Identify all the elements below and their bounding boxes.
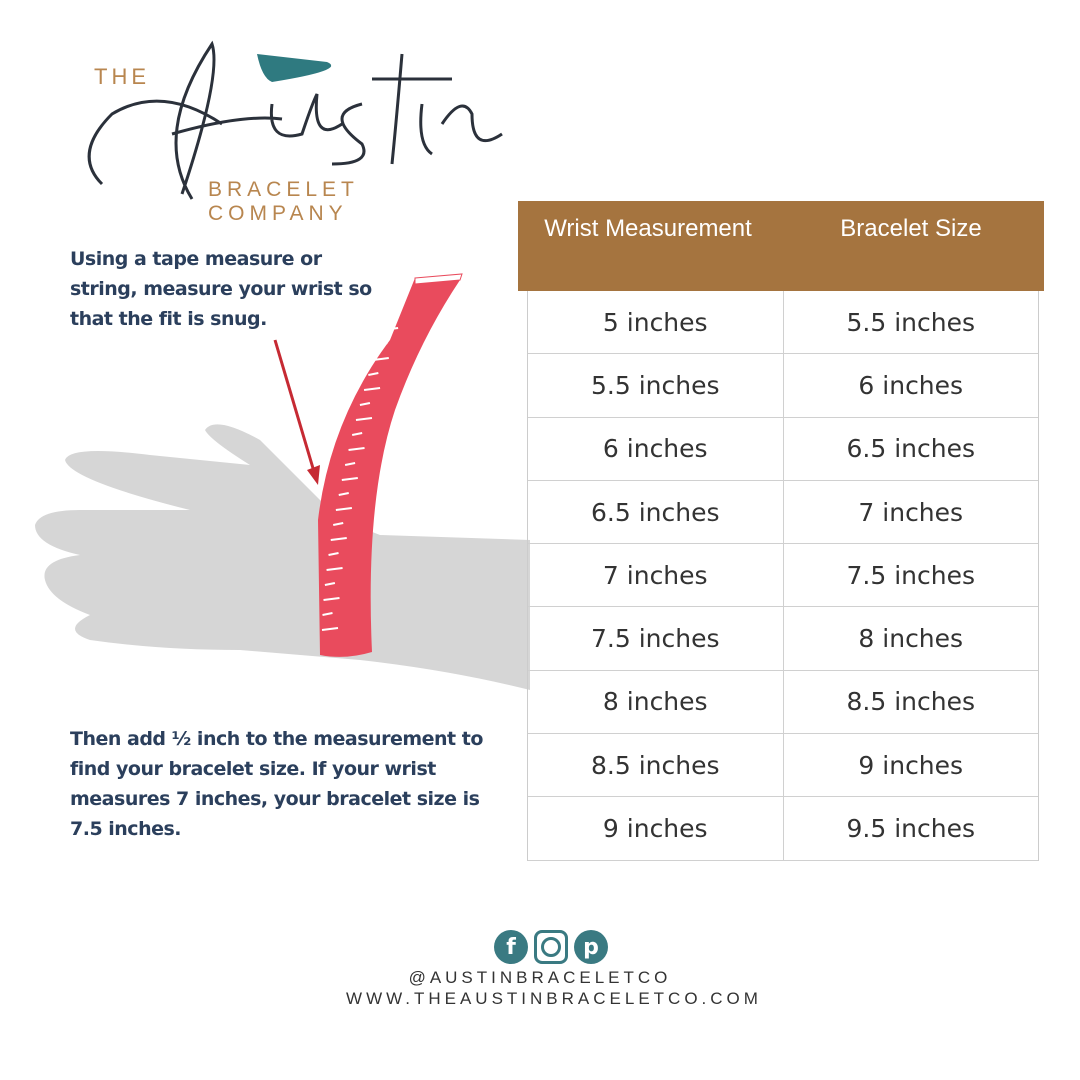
table-row: 7 inches 7.5 inches xyxy=(528,544,1038,608)
logo-script xyxy=(87,40,503,200)
tape-tick xyxy=(330,537,347,541)
wrist-cell: 7 inches xyxy=(528,544,784,607)
tape-tick xyxy=(363,387,381,391)
tape-tick xyxy=(333,522,344,526)
wrist-cell: 6.5 inches xyxy=(528,480,784,544)
social-handle[interactable]: @AUSTINBRACELETCO xyxy=(408,968,672,987)
bracelet-cell: 7 inches xyxy=(858,497,964,527)
logo-subtitle: BRACELET COMPANY xyxy=(208,178,359,225)
tape-tick xyxy=(321,627,339,631)
size-table-header: Wrist Measurement Bracelet Size xyxy=(518,201,1044,291)
social-links: f p xyxy=(494,930,608,964)
table-row: 8 inches 8.5 inches xyxy=(528,670,1038,735)
wrist-cell: 9 inches xyxy=(528,797,784,860)
tape-tick xyxy=(328,552,339,556)
table-row: 5.5 inches 6 inches xyxy=(528,354,1038,418)
tape-tick xyxy=(368,372,379,376)
tape-measure xyxy=(318,278,460,657)
tape-tick xyxy=(341,477,358,481)
pinterest-icon[interactable]: p xyxy=(574,930,608,964)
table-row: 9 inches 9.5 inches xyxy=(528,797,1038,861)
tape-tick xyxy=(377,342,388,346)
table-row: 6.5 inches 7 inches xyxy=(528,480,1038,545)
tape-tick xyxy=(355,417,373,421)
table-row: 6 inches 6.5 inches xyxy=(528,417,1038,481)
table-row: 5 inches 5.5 inches xyxy=(528,291,1038,355)
arrow-icon xyxy=(273,339,317,476)
instruction-step-2: Then add ½ inch to the measurement to fi… xyxy=(70,728,483,840)
instagram-icon[interactable] xyxy=(534,930,568,964)
bracelet-cell: 6.5 inches xyxy=(846,434,976,464)
tape-tick xyxy=(338,492,349,496)
hand-shape xyxy=(35,424,530,690)
header-wrist: Wrist Measurement xyxy=(544,215,752,242)
bracelet-cell: 8 inches xyxy=(858,624,964,654)
wrist-measure-illustration xyxy=(35,273,530,690)
wrist-cell: 8 inches xyxy=(528,670,784,734)
bracelet-cell: 8.5 inches xyxy=(846,687,976,717)
tape-tick xyxy=(335,507,352,511)
tape-tick xyxy=(351,432,363,436)
bracelet-cell: 7.5 inches xyxy=(846,560,976,590)
tape-tick xyxy=(381,327,399,331)
tape-tick xyxy=(348,447,365,451)
header-bracelet: Bracelet Size xyxy=(840,215,982,242)
wrist-cell: 6 inches xyxy=(528,417,784,480)
tape-tick xyxy=(359,402,371,406)
tape-tick xyxy=(323,597,340,601)
facebook-icon[interactable]: f xyxy=(494,930,528,964)
bracelet-cell: 9 inches xyxy=(858,750,964,780)
wrist-cell: 5 inches xyxy=(528,291,784,354)
table-row: 7.5 inches 8 inches xyxy=(528,607,1038,671)
tape-tick xyxy=(344,462,356,466)
tape-tick xyxy=(324,582,336,586)
wrist-cell: 5.5 inches xyxy=(528,354,784,417)
website-link[interactable]: WWW.THEAUSTINBRACELETCO.COM xyxy=(346,989,762,1008)
size-table: 5 inches 5.5 inches 5.5 inches 6 inches 6 … xyxy=(527,291,1039,861)
wrist-cell: 8.5 inches xyxy=(528,734,784,797)
bracelet-cell: 9.5 inches xyxy=(846,814,976,844)
instruction-step-1: Using a tape measure or string, measure … xyxy=(70,248,372,330)
tape-tick xyxy=(386,312,398,316)
table-row: 8.5 inches 9 inches xyxy=(528,734,1038,798)
tape-tick xyxy=(326,567,343,571)
bracelet-cell: 6 inches xyxy=(858,370,964,400)
tape-tick xyxy=(372,357,389,361)
bracelet-cell: 5.5 inches xyxy=(846,307,976,337)
logo-the: THE xyxy=(94,64,150,89)
tape-tick xyxy=(322,612,333,616)
wrist-cell: 7.5 inches xyxy=(528,607,784,670)
